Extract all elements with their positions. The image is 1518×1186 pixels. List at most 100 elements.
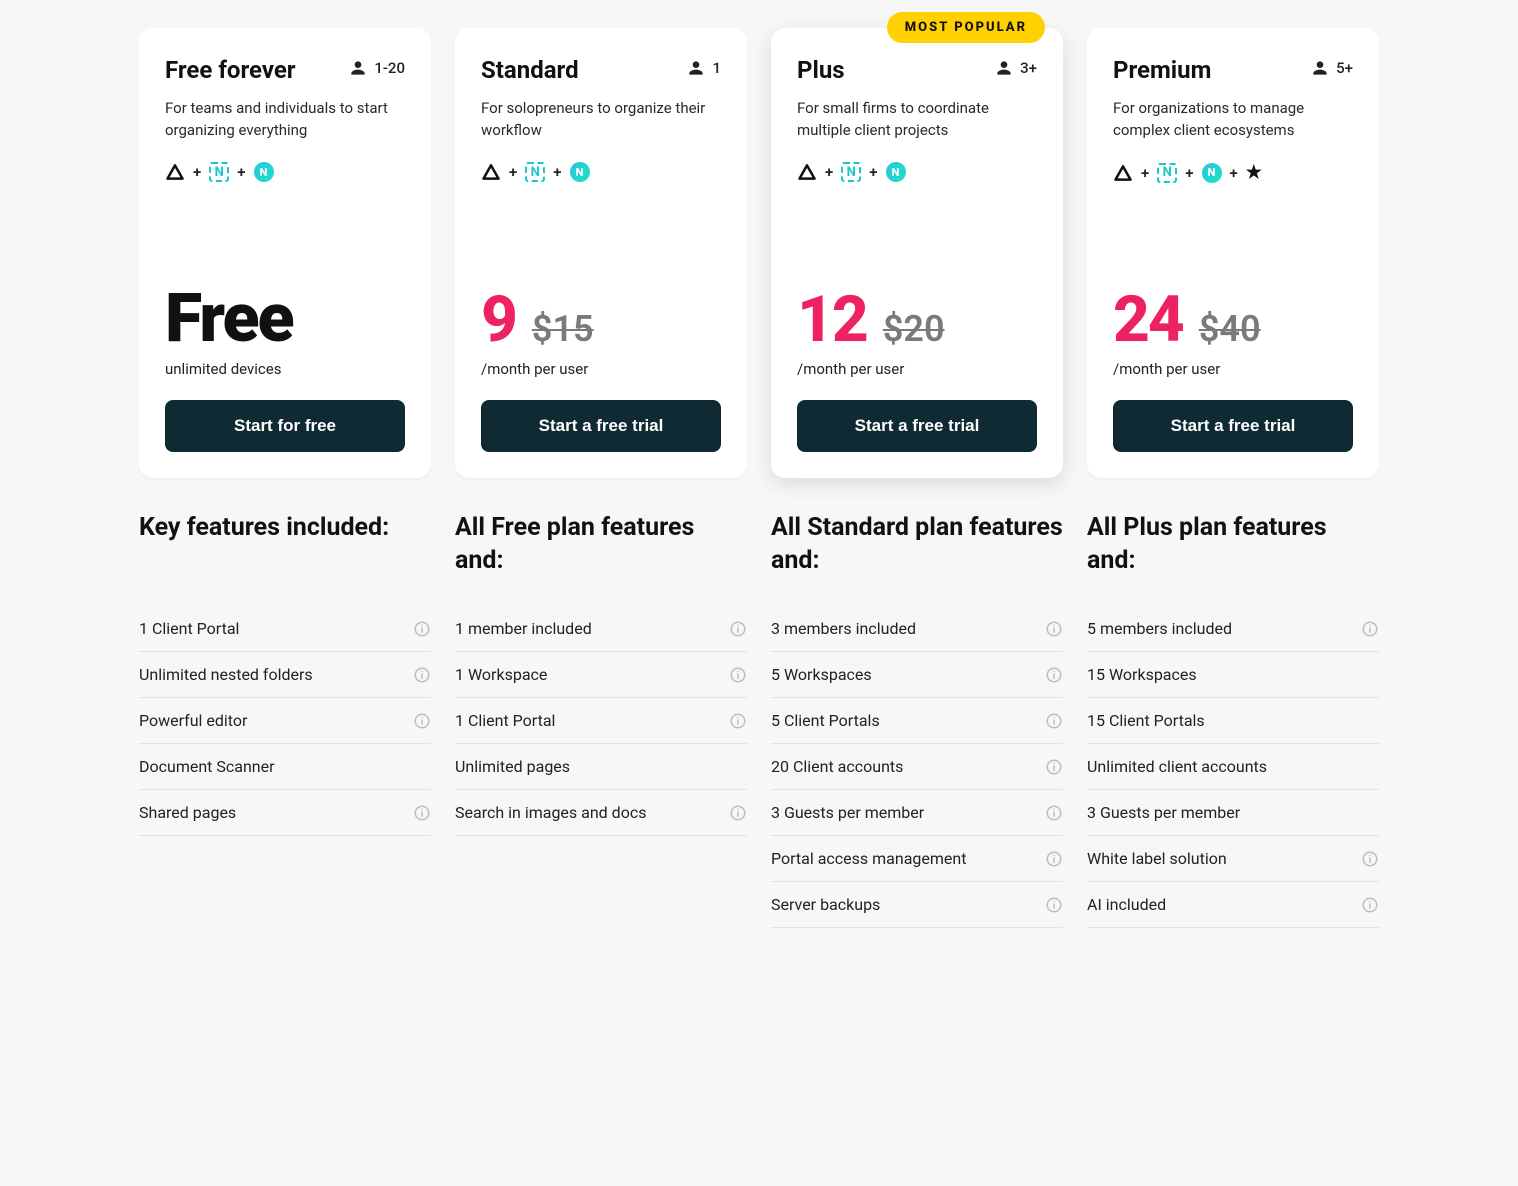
info-icon[interactable]: [413, 804, 431, 822]
feature-label: 1 Workspace: [455, 665, 547, 684]
feature-label: Shared pages: [139, 803, 236, 822]
info-icon[interactable]: [1045, 758, 1063, 776]
plan-icon-row: + N + N + ★: [165, 162, 405, 182]
feature-label: 1 member included: [455, 619, 592, 638]
info-icon[interactable]: [1045, 620, 1063, 638]
feature-row: 5 Workspaces: [771, 652, 1063, 698]
triangle-icon: [797, 162, 817, 182]
plan-name: Free forever: [165, 56, 296, 84]
price-block: 24 $40 /month per user: [1113, 260, 1353, 378]
plan-description: For small firms to coordinate multiple c…: [797, 98, 1037, 144]
person-icon: [1310, 58, 1330, 78]
seat-count-value: 5+: [1336, 59, 1353, 77]
info-icon[interactable]: [729, 804, 747, 822]
cta-button[interactable]: Start a free trial: [1113, 400, 1353, 452]
info-icon[interactable]: [413, 620, 431, 638]
pricing-card: MOST POPULAR Plus 3+ For small firms to …: [771, 28, 1063, 478]
circle-n-icon: N: [254, 162, 274, 182]
feature-list: 1 Client Portal Unlimited nested folders…: [139, 606, 431, 836]
price-number: 24: [1113, 288, 1183, 352]
feature-row: 3 Guests per member: [771, 790, 1063, 836]
cta-button[interactable]: Start a free trial: [797, 400, 1037, 452]
price-strike: $40: [1199, 308, 1261, 350]
plus-separator: +: [1230, 164, 1238, 182]
popular-badge: MOST POPULAR: [887, 12, 1045, 43]
feature-row: Unlimited nested folders: [139, 652, 431, 698]
info-icon[interactable]: [729, 666, 747, 684]
feature-label: AI included: [1087, 895, 1166, 914]
feature-row: Search in images and docs: [455, 790, 747, 836]
feature-row: 5 Client Portals: [771, 698, 1063, 744]
info-icon[interactable]: [1045, 804, 1063, 822]
feature-row: 20 Client accounts: [771, 744, 1063, 790]
feature-row: Powerful editor: [139, 698, 431, 744]
feature-label: 15 Client Portals: [1087, 711, 1205, 730]
cta-button[interactable]: Start for free: [165, 400, 405, 452]
pricing-cards-row: MOST POPULAR Free forever 1-20 For teams…: [139, 28, 1379, 478]
feature-label: 5 members included: [1087, 619, 1232, 638]
info-icon[interactable]: [1045, 712, 1063, 730]
plan-icon-row: + N + N + ★: [797, 162, 1037, 182]
card-header: Standard 1: [481, 56, 721, 84]
plus-separator: +: [1141, 164, 1149, 182]
price-subtext: /month per user: [797, 360, 1037, 378]
plus-separator: +: [1185, 164, 1193, 182]
info-icon[interactable]: [1361, 896, 1379, 914]
seat-count: 3+: [994, 58, 1037, 78]
feature-row: 15 Workspaces: [1087, 652, 1379, 698]
card-header: Free forever 1-20: [165, 56, 405, 84]
info-icon[interactable]: [1045, 666, 1063, 684]
dashed-n-icon: N: [841, 162, 861, 182]
pricing-features-row: Key features included: 1 Client Portal U…: [139, 478, 1379, 928]
feature-label: 1 Client Portal: [455, 711, 555, 730]
info-icon[interactable]: [1045, 896, 1063, 914]
plus-separator: +: [237, 163, 245, 181]
pricing-card: MOST POPULAR Free forever 1-20 For teams…: [139, 28, 431, 478]
feature-label: Portal access management: [771, 849, 966, 868]
plus-separator: +: [869, 163, 877, 181]
card-header: Premium 5+: [1113, 56, 1353, 84]
info-icon[interactable]: [1045, 850, 1063, 868]
info-icon[interactable]: [1361, 850, 1379, 868]
person-icon: [348, 58, 368, 78]
info-icon[interactable]: [413, 712, 431, 730]
feature-list: 5 members included 15 Workspaces 15 Clie…: [1087, 606, 1379, 928]
triangle-icon: [165, 162, 185, 182]
dashed-n-icon: N: [1157, 163, 1177, 183]
feature-row: 5 members included: [1087, 606, 1379, 652]
plan-name: Plus: [797, 56, 845, 84]
feature-label: White label solution: [1087, 849, 1227, 868]
price-strike: $15: [532, 308, 594, 350]
info-icon[interactable]: [729, 620, 747, 638]
feature-row: Shared pages: [139, 790, 431, 836]
dashed-n-icon: N: [209, 162, 229, 182]
feature-row: White label solution: [1087, 836, 1379, 882]
price-subtext: /month per user: [481, 360, 721, 378]
feature-label: Unlimited pages: [455, 757, 570, 776]
plus-separator: +: [553, 163, 561, 181]
triangle-icon: [1113, 163, 1133, 183]
cta-button[interactable]: Start a free trial: [481, 400, 721, 452]
plan-description: For solopreneurs to organize their workf…: [481, 98, 721, 144]
feature-label: Powerful editor: [139, 711, 247, 730]
feature-label: 5 Workspaces: [771, 665, 872, 684]
seat-count: 5+: [1310, 58, 1353, 78]
feature-label: Unlimited client accounts: [1087, 757, 1267, 776]
feature-label: 1 Client Portal: [139, 619, 239, 638]
feature-label: 15 Workspaces: [1087, 665, 1197, 684]
info-icon[interactable]: [413, 666, 431, 684]
seat-count-value: 3+: [1020, 59, 1037, 77]
feature-row: 1 Workspace: [455, 652, 747, 698]
features-column: All Free plan features and: 1 member inc…: [455, 478, 747, 928]
info-icon[interactable]: [729, 712, 747, 730]
features-title: All Standard plan features and:: [771, 512, 1063, 582]
price-block: 9 $15 /month per user: [481, 260, 721, 378]
price-subtext: unlimited devices: [165, 360, 405, 378]
info-icon[interactable]: [1361, 620, 1379, 638]
card-header: Plus 3+: [797, 56, 1037, 84]
feature-label: Document Scanner: [139, 757, 275, 776]
plus-separator: +: [825, 163, 833, 181]
price-row: 12 $20: [797, 288, 1037, 352]
feature-label: 5 Client Portals: [771, 711, 880, 730]
seat-count: 1-20: [348, 58, 405, 78]
